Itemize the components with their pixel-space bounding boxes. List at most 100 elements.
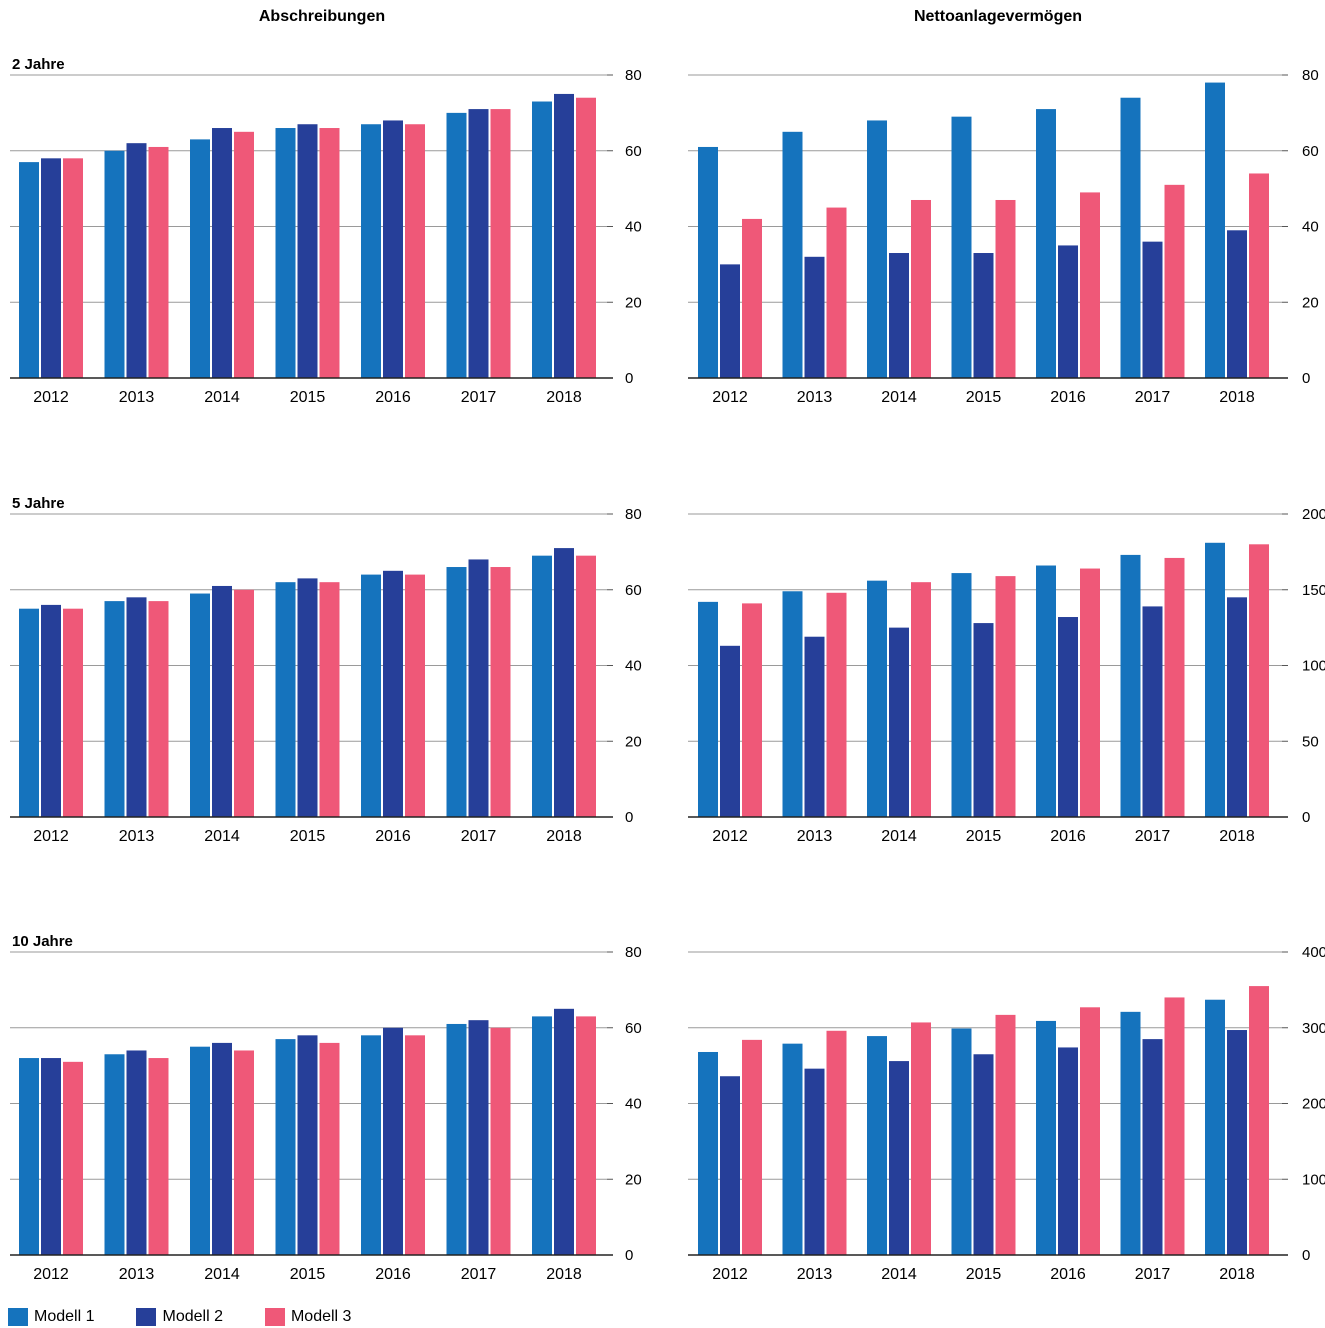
bar-modell-2: [1058, 617, 1078, 817]
x-tick-label: 2013: [797, 828, 833, 845]
bar-modell-1: [867, 1036, 887, 1255]
bar-modell-2: [383, 1027, 403, 1255]
bar-modell-2: [1227, 597, 1247, 817]
bar-modell-3: [63, 608, 83, 817]
bar-modell-1: [275, 1039, 296, 1255]
bar-modell-3: [490, 109, 511, 379]
y-tick-label: 60: [625, 143, 642, 160]
bar-modell-3: [1164, 184, 1185, 378]
y-tick-label: 0: [1302, 370, 1310, 387]
bar-modell-2: [973, 253, 994, 378]
bar-modell-2: [468, 109, 489, 379]
bar-modell-1: [951, 1028, 972, 1255]
x-tick-label: 2016: [375, 828, 411, 845]
bar-modell-2: [889, 1061, 909, 1255]
x-tick-label: 2012: [33, 1266, 69, 1283]
bar-modell-1: [104, 150, 125, 378]
bar-modell-3: [148, 601, 169, 817]
x-tick-label: 2014: [881, 828, 917, 845]
x-tick-label: 2016: [375, 1266, 411, 1283]
charts-canvas: 0 20 40 60 80 2012 2013 2014 2015 2016 2017 2018 2 J…: [10, 56, 1325, 1283]
legend-label-modell-3: Modell 3: [290, 1308, 352, 1325]
x-tick-label: 2015: [966, 389, 1002, 406]
bar-modell-3: [1249, 173, 1269, 378]
legend-swatch-modell-3: [264, 1308, 285, 1326]
bar-modell-3: [1164, 997, 1185, 1255]
bar-modell-2: [804, 256, 825, 378]
y-tick-label: 0: [625, 809, 633, 826]
bar-modell-3: [576, 555, 596, 817]
bar-modell-3: [995, 1014, 1016, 1255]
bar-modell-2: [1058, 245, 1078, 378]
bar-modell-3: [234, 1050, 254, 1255]
bar-modell-2: [212, 128, 232, 378]
bar-modell-1: [1036, 109, 1056, 379]
bar-modell-3: [911, 582, 931, 817]
legend-item-modell-1: Modell 1: [8, 1308, 94, 1326]
bar-modell-2: [126, 143, 147, 378]
bar-modell-3: [742, 603, 762, 817]
bar-modell-3: [148, 146, 169, 378]
bar-modell-3: [911, 199, 931, 378]
bar-modell-1: [19, 608, 39, 817]
bar-modell-2: [468, 559, 489, 817]
y-tick-label: 40: [625, 219, 642, 236]
bar-modell-1: [104, 1054, 125, 1255]
x-tick-label: 2012: [712, 1266, 748, 1283]
bar-modell-3: [319, 1042, 340, 1255]
y-tick-label: 400: [1302, 944, 1325, 961]
x-tick-label: 2015: [966, 828, 1002, 845]
bar-modell-3: [234, 589, 254, 817]
x-tick-label: 2013: [797, 1266, 833, 1283]
bar-modell-2: [1142, 241, 1163, 378]
bar-modell-3: [405, 574, 425, 817]
bar-modell-2: [973, 623, 994, 817]
bar-modell-3: [742, 218, 762, 378]
bar-modell-3: [319, 128, 340, 378]
bar-modell-1: [532, 101, 552, 378]
bar-modell-1: [782, 131, 803, 378]
x-tick-label: 2016: [1050, 1266, 1086, 1283]
bar-modell-3: [576, 1016, 596, 1255]
x-tick-label: 2014: [204, 828, 240, 845]
legend-label-modell-2: Modell 2: [162, 1308, 223, 1325]
y-tick-label: 60: [625, 582, 642, 599]
x-tick-label: 2012: [33, 389, 69, 406]
x-tick-label: 2012: [33, 828, 69, 845]
x-tick-label: 2014: [204, 1266, 240, 1283]
x-tick-label: 2016: [375, 389, 411, 406]
y-tick-label: 60: [1302, 143, 1319, 160]
bar-modell-3: [490, 1027, 511, 1255]
bar-modell-3: [826, 207, 847, 378]
bar-modell-1: [867, 580, 887, 817]
y-tick-label: 200: [1302, 1096, 1325, 1113]
bar-modell-1: [446, 112, 467, 378]
y-tick-label: 40: [625, 658, 642, 675]
bar-modell-1: [446, 1023, 467, 1255]
x-tick-label: 2015: [290, 389, 326, 406]
bar-modell-2: [554, 93, 574, 378]
bar-modell-3: [911, 1022, 931, 1255]
bar-modell-1: [446, 567, 467, 817]
bar-modell-2: [212, 585, 232, 817]
x-tick-label: 2013: [119, 828, 155, 845]
legend-swatch-modell-2: [136, 1308, 157, 1326]
bar-modell-1: [190, 1046, 210, 1255]
bar-modell-1: [190, 593, 210, 817]
bar-modell-1: [19, 1058, 39, 1255]
bar-modell-2: [41, 158, 61, 378]
bar-modell-3: [490, 567, 511, 817]
bar-modell-2: [41, 604, 61, 817]
x-tick-label: 2016: [1050, 389, 1086, 406]
bar-modell-1: [782, 1043, 803, 1255]
legend: Modell 1 Modell 2 Modell 3: [8, 1308, 393, 1326]
bar-modell-3: [826, 1030, 847, 1255]
y-tick-label: 0: [1302, 1247, 1310, 1264]
bar-modell-3: [63, 158, 83, 378]
y-tick-label: 200: [1302, 506, 1325, 523]
bar-modell-2: [720, 1076, 740, 1255]
bar-modell-1: [1205, 999, 1225, 1255]
column-title-nettoanlagevermoegen: Nettoanlagevermögen: [913, 8, 1083, 25]
bar-modell-3: [995, 199, 1016, 378]
y-tick-label: 40: [625, 1096, 642, 1113]
